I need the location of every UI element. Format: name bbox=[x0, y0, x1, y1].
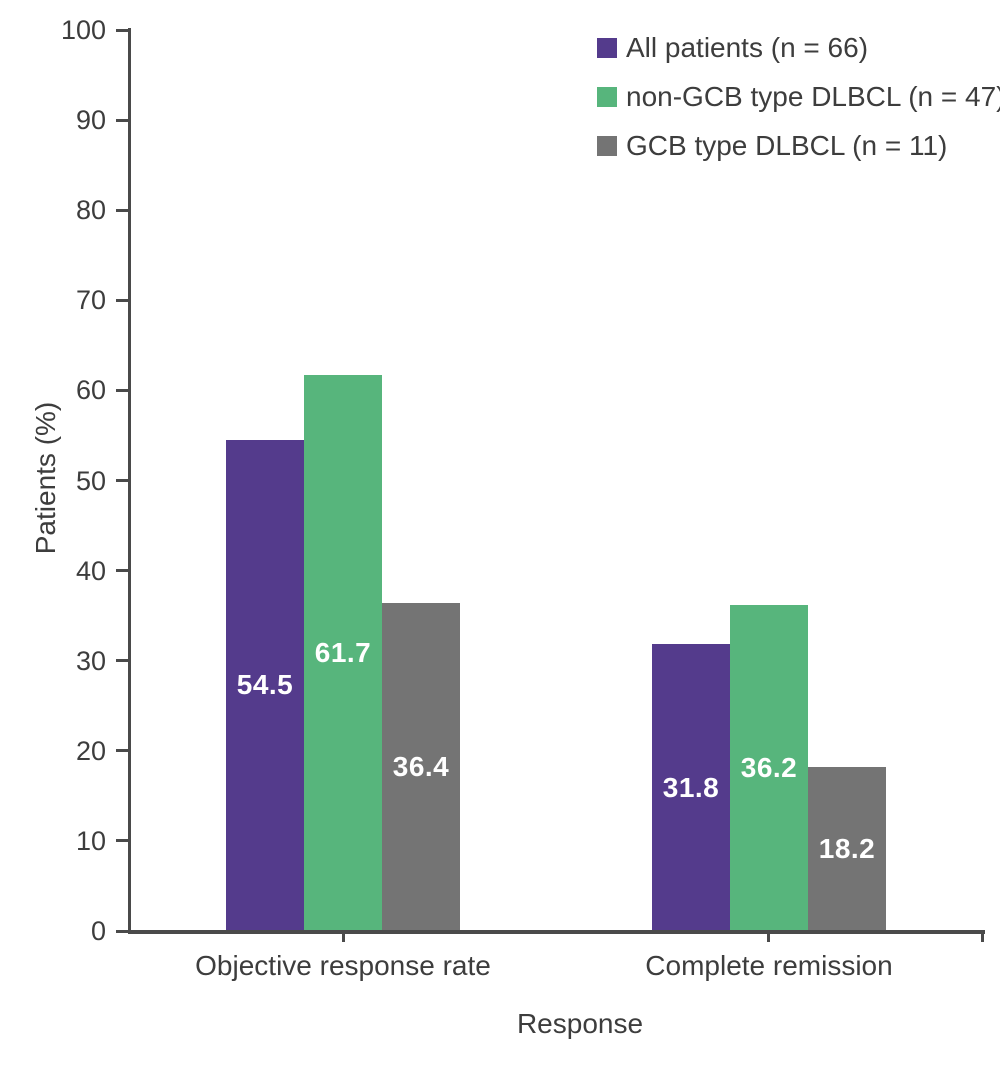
y-tick bbox=[116, 118, 129, 122]
y-tick bbox=[116, 929, 129, 933]
bar: 61.7 bbox=[304, 375, 382, 931]
legend-label: non-GCB type DLBCL (n = 47) bbox=[626, 81, 1000, 112]
bar-value-label: 36.4 bbox=[392, 751, 450, 783]
bar: 31.8 bbox=[652, 644, 730, 931]
y-tick-label: 90 bbox=[75, 105, 106, 136]
y-tick-label: 10 bbox=[75, 825, 106, 856]
y-tick bbox=[116, 28, 129, 32]
y-tick bbox=[116, 569, 129, 573]
bar-value-label: 54.5 bbox=[236, 669, 294, 701]
y-tick bbox=[116, 388, 129, 392]
y-tick-label: 0 bbox=[90, 916, 106, 946]
x-axis-line bbox=[128, 930, 985, 934]
bar: 36.2 bbox=[730, 604, 808, 931]
legend: All patients (n = 66) non-GCB type DLBCL… bbox=[597, 32, 1000, 180]
y-tick bbox=[116, 208, 129, 212]
y-tick-label: 100 bbox=[60, 15, 106, 45]
bar: 54.5 bbox=[226, 439, 304, 931]
bar: 36.4 bbox=[382, 603, 460, 931]
legend-item: GCB type DLBCL (n = 11) bbox=[597, 130, 1000, 161]
y-tick-label: 70 bbox=[75, 285, 106, 316]
legend-item: All patients (n = 66) bbox=[597, 32, 1000, 63]
y-tick bbox=[116, 479, 129, 482]
x-axis-label: Response bbox=[516, 1008, 644, 1039]
y-tick-label: 20 bbox=[75, 735, 106, 766]
y-tick-label: 80 bbox=[75, 195, 106, 226]
legend-swatch bbox=[597, 136, 617, 156]
x-axis-end-tick bbox=[981, 930, 984, 942]
legend-swatch bbox=[597, 87, 617, 107]
y-tick-label: 50 bbox=[75, 465, 106, 496]
y-tick bbox=[116, 749, 129, 753]
y-tick-label: 30 bbox=[75, 645, 106, 676]
bar-value-label: 36.2 bbox=[740, 751, 798, 783]
y-tick-label: 60 bbox=[75, 375, 106, 406]
legend-swatch bbox=[597, 38, 617, 58]
legend-label: GCB type DLBCL (n = 11) bbox=[626, 130, 948, 161]
legend-label: All patients (n = 66) bbox=[626, 32, 869, 63]
y-tick bbox=[116, 839, 129, 843]
y-tick-label: 40 bbox=[75, 555, 106, 586]
category-tick bbox=[342, 933, 345, 942]
plot-area: 54.5 61.7 36.4 31.8 36.2 18.2 bbox=[130, 30, 982, 931]
category-label: Objective response rate bbox=[195, 950, 491, 981]
category-label: Complete remission bbox=[645, 950, 893, 981]
y-tick bbox=[116, 659, 129, 663]
category-tick bbox=[767, 933, 770, 942]
y-tick bbox=[116, 298, 129, 302]
bar-value-label: 31.8 bbox=[662, 771, 720, 803]
y-axis-line bbox=[128, 28, 131, 934]
bar: 18.2 bbox=[808, 767, 886, 931]
bar-value-label: 18.2 bbox=[818, 833, 876, 865]
legend-item: non-GCB type DLBCL (n = 47) bbox=[597, 81, 1000, 112]
bar-value-label: 61.7 bbox=[314, 637, 372, 669]
